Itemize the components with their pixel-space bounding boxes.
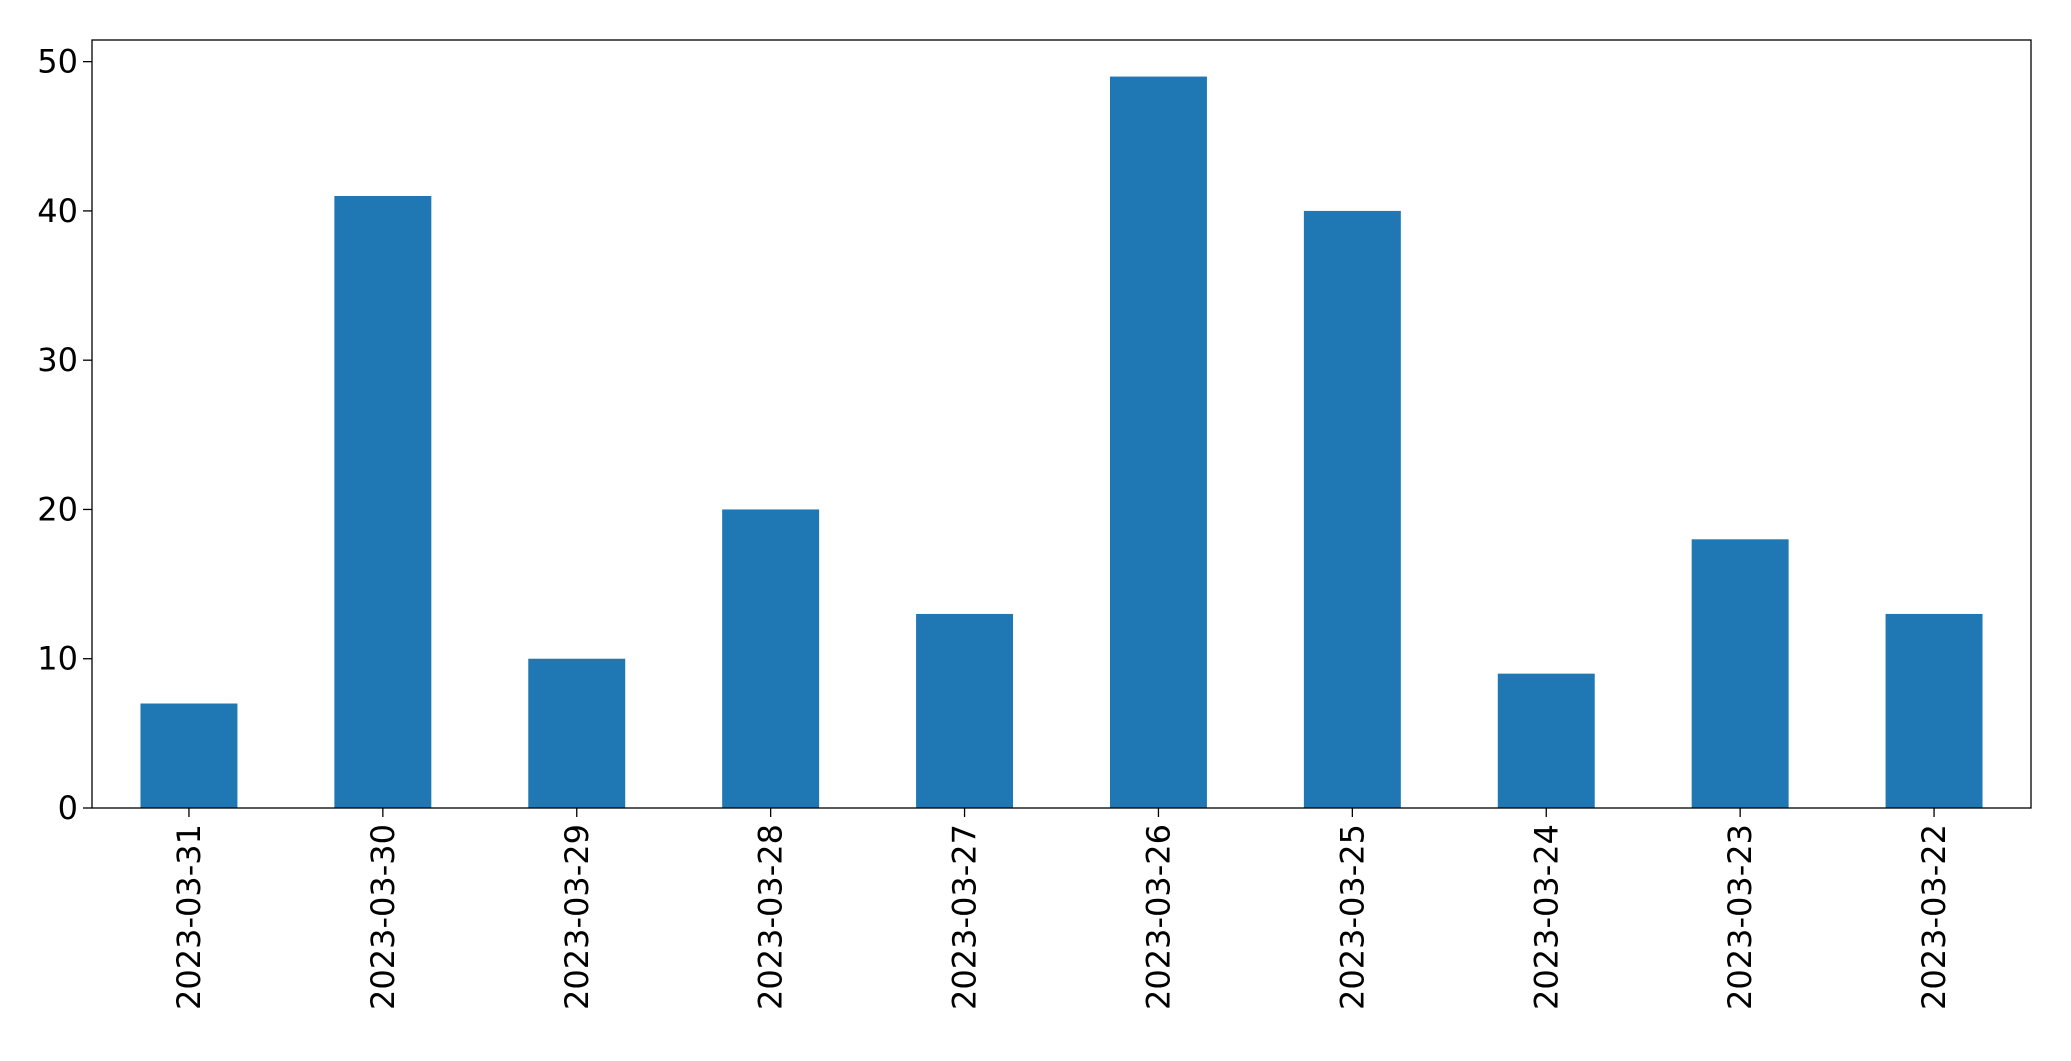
x-tick-label: 2023-03-23 [1721,824,1759,1010]
bar [334,195,432,808]
x-tick-label: 2023-03-30 [364,824,402,1010]
bar [528,658,626,808]
y-tick-label: 0 [58,789,78,827]
bar [140,703,238,808]
bar [1109,76,1207,809]
y-tick-label: 50 [37,43,78,81]
x-tick-label: 2023-03-24 [1527,824,1565,1010]
bar [1885,613,1983,808]
bar [916,613,1014,808]
y-tick-label: 30 [37,341,78,379]
y-tick-label: 20 [37,490,78,528]
x-tick-label: 2023-03-28 [752,824,790,1010]
bar [722,509,820,808]
x-tick-label: 2023-03-29 [558,824,596,1010]
y-tick-label: 10 [37,640,78,678]
y-tick-label: 40 [37,192,78,230]
bar [1691,539,1789,808]
x-tick-label: 2023-03-31 [170,824,208,1010]
x-tick-label: 2023-03-26 [1139,824,1177,1010]
x-tick-label: 2023-03-25 [1333,824,1371,1010]
x-tick-label: 2023-03-22 [1915,824,1953,1010]
bar [1497,673,1595,808]
plot-frame [91,39,2032,809]
bar [1303,210,1401,808]
x-tick-label: 2023-03-27 [946,824,984,1010]
